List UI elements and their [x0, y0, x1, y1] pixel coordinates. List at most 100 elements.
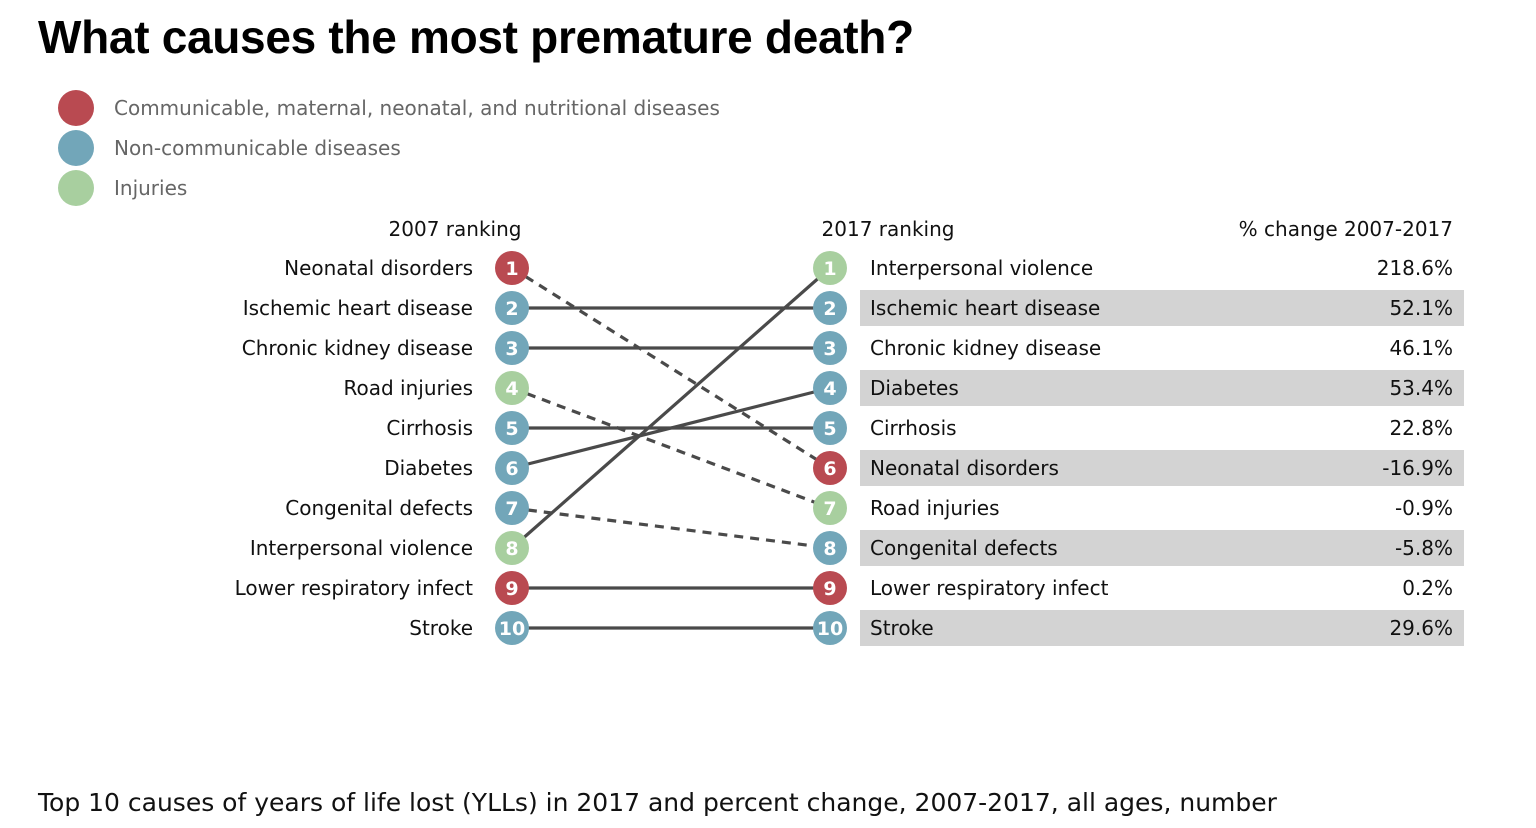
cause-label-2007: Diabetes	[384, 456, 473, 480]
cause-label-2007: Congenital defects	[285, 496, 473, 520]
legend-label: Non-communicable diseases	[114, 136, 401, 160]
rank-2007-number: 1	[505, 258, 518, 280]
header-percent-change: % change 2007-2017	[1239, 217, 1453, 241]
rank-2017-number: 10	[817, 618, 843, 640]
percent-change-value: -0.9%	[1395, 496, 1453, 520]
legend-item-noncommunicable: Non-communicable diseases	[58, 128, 720, 168]
legend-item-injuries: Injuries	[58, 168, 720, 208]
rank-2007-circle	[495, 371, 529, 405]
rank-2007-number: 6	[505, 458, 518, 480]
rank-2007-number: 3	[505, 338, 518, 360]
rank-link	[511, 506, 831, 550]
rank-2017-circle	[813, 291, 847, 325]
percent-change-value: 0.2%	[1402, 576, 1453, 600]
cause-label-2017: Interpersonal violence	[870, 256, 1093, 280]
rank-link	[510, 266, 832, 550]
rank-2017-circle	[813, 491, 847, 525]
rank-2007-number: 7	[505, 498, 518, 520]
legend: Communicable, maternal, neonatal, and nu…	[58, 88, 720, 208]
rank-2007-number: 10	[499, 618, 525, 640]
legend-item-communicable: Communicable, maternal, neonatal, and nu…	[58, 88, 720, 128]
cause-label-2017: Neonatal disorders	[870, 456, 1059, 480]
row-stripe	[860, 290, 1464, 326]
chart-title: What causes the most premature death?	[38, 11, 914, 63]
percent-change-value: 52.1%	[1389, 296, 1453, 320]
rank-2017-number: 8	[823, 538, 836, 560]
percent-change-value: 46.1%	[1389, 336, 1453, 360]
percent-change-value: -16.9%	[1382, 456, 1453, 480]
cause-label-2007: Interpersonal violence	[250, 536, 473, 560]
rank-2017-circle	[813, 411, 847, 445]
rank-2017-number: 2	[823, 298, 836, 320]
legend-label: Injuries	[114, 176, 188, 200]
rank-2007-number: 5	[505, 418, 518, 440]
rank-link	[511, 386, 831, 470]
row-stripe	[860, 370, 1464, 406]
rank-2007-circle	[495, 411, 529, 445]
rank-2017-number: 6	[823, 458, 836, 480]
row-stripe	[860, 450, 1464, 486]
percent-change-value: 22.8%	[1389, 416, 1453, 440]
legend-label: Communicable, maternal, neonatal, and nu…	[114, 96, 720, 120]
rank-2007-circle	[495, 331, 529, 365]
rank-2007-circle	[495, 531, 529, 565]
cause-label-2017: Ischemic heart disease	[870, 296, 1100, 320]
row-stripe	[860, 530, 1464, 566]
cause-label-2007: Stroke	[409, 616, 473, 640]
rank-2017-circle	[813, 531, 847, 565]
rank-2007-circle	[495, 491, 529, 525]
rank-2007-number: 4	[505, 378, 518, 400]
rank-2017-number: 5	[823, 418, 836, 440]
rank-link	[511, 386, 831, 510]
rank-2017-number: 9	[823, 578, 836, 600]
rank-2007-number: 8	[505, 538, 518, 560]
rank-2017-number: 4	[823, 378, 836, 400]
cause-label-2007: Cirrhosis	[386, 416, 473, 440]
row-stripe	[860, 610, 1464, 646]
percent-change-value: -5.8%	[1395, 536, 1453, 560]
cause-label-2017: Cirrhosis	[870, 416, 957, 440]
rank-2007-circle	[495, 571, 529, 605]
cause-label-2017: Lower respiratory infect	[870, 576, 1109, 600]
rank-link	[511, 266, 831, 470]
legend-swatch-communicable	[58, 90, 94, 126]
rank-labels: 2007 ranking 2017 ranking % change 2007-…	[235, 217, 1453, 640]
rank-2017-circle	[813, 331, 847, 365]
cause-label-2007: Road injuries	[343, 376, 473, 400]
slope-chart: 1 2 3 4 5 6 7 8 9 10 1 2 3 4 5 6 7 8 9 10 2007 ranking 2017…	[235, 217, 1464, 646]
rank-2017-circle	[813, 451, 847, 485]
rank-links	[510, 266, 832, 630]
rank-2007-circle	[495, 251, 529, 285]
rank-2007-circle	[495, 291, 529, 325]
percent-change-value: 29.6%	[1389, 616, 1453, 640]
cause-label-2007: Ischemic heart disease	[243, 296, 473, 320]
rank-2017-circle	[813, 571, 847, 605]
row-stripes	[860, 290, 1464, 646]
rank-2007-circle	[495, 611, 529, 645]
rank-2017-number: 1	[823, 258, 836, 280]
percent-change-value: 218.6%	[1377, 256, 1453, 280]
rank-2007-number: 2	[505, 298, 518, 320]
legend-swatch-injuries	[58, 170, 94, 206]
rank-2017-number: 3	[823, 338, 836, 360]
cause-label-2017: Diabetes	[870, 376, 959, 400]
cause-label-2017: Stroke	[870, 616, 934, 640]
rank-2017-number: 7	[823, 498, 836, 520]
percent-change-value: 53.4%	[1389, 376, 1453, 400]
header-2017-ranking: 2017 ranking	[822, 217, 955, 241]
rank-nodes: 1 2 3 4 5 6 7 8 9 10 1 2 3 4 5 6 7 8 9 10	[495, 251, 847, 645]
cause-label-2007: Neonatal disorders	[284, 256, 473, 280]
chart-subtitle: Top 10 causes of years of life lost (YLL…	[38, 788, 1277, 817]
cause-label-2017: Road injuries	[870, 496, 1000, 520]
cause-label-2017: Chronic kidney disease	[870, 336, 1101, 360]
cause-label-2017: Congenital defects	[870, 536, 1058, 560]
rank-2017-circle	[813, 251, 847, 285]
rank-2007-circle	[495, 451, 529, 485]
rank-2007-number: 9	[505, 578, 518, 600]
legend-swatch-noncommunicable	[58, 130, 94, 166]
rank-2017-circle	[813, 611, 847, 645]
rank-2017-circle	[813, 371, 847, 405]
cause-label-2007: Chronic kidney disease	[242, 336, 473, 360]
cause-label-2007: Lower respiratory infect	[235, 576, 474, 600]
header-2007-ranking: 2007 ranking	[389, 217, 522, 241]
